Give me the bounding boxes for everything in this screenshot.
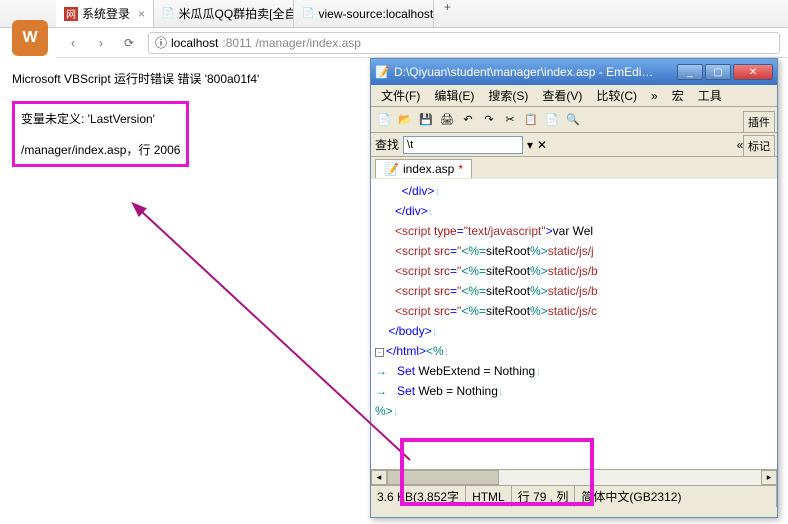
fold-icon[interactable]: - (375, 348, 384, 357)
tab-1[interactable]: 网 系统登录 × (56, 0, 154, 27)
site-info-icon[interactable]: ⓘ (155, 34, 167, 51)
status-encoding: 简体中文(GB2312) (575, 486, 777, 507)
editor-app-icon: 📝 (375, 65, 390, 79)
menu-file[interactable]: 文件(F) (375, 85, 426, 106)
tool-paste-icon[interactable]: 📄 (543, 111, 561, 129)
doc-tab-label: index.asp (403, 162, 454, 176)
error-msg-1: 变量未定义: 'LastVersion' (21, 110, 180, 127)
search-close-icon[interactable]: ✕ (537, 138, 547, 152)
editor-doctabs: 📝 index.asp * (371, 157, 777, 179)
editor-hscrollbar[interactable]: ◂ ▸ (371, 469, 777, 485)
error-highlight-box: 变量未定义: 'LastVersion' /manager/index.asp，… (12, 101, 189, 167)
tab-close-icon[interactable]: × (138, 7, 145, 21)
tab-label: view-source:localhost:801… (318, 7, 434, 21)
status-position: 行 79 , 列 (512, 486, 576, 507)
tool-print-icon[interactable]: 🖨 (438, 111, 456, 129)
address-bar[interactable]: ⓘ localhost :8011/manager/index.asp (148, 32, 780, 54)
editor-searchbar: 查找 ▾ ✕ « » 📌 (371, 133, 777, 157)
editor-toolbar: 📄 📂 💾 🖨 ↶ ↷ ✂ 📋 📄 🔍 » (371, 107, 777, 133)
editor-statusbar: 3.6 KB(3,852字 HTML 行 79 , 列 简体中文(GB2312) (371, 485, 777, 507)
tool-find-icon[interactable]: 🔍 (564, 111, 582, 129)
tool-cut-icon[interactable]: ✂ (501, 111, 519, 129)
search-dropdown-icon[interactable]: ▾ (527, 138, 533, 152)
tab-label: 系统登录 (82, 5, 130, 22)
menu-search[interactable]: 搜索(S) (482, 85, 534, 106)
browser-logo: W (12, 20, 48, 56)
scroll-right-icon[interactable]: ▸ (761, 470, 777, 485)
reload-button[interactable]: ⟳ (120, 34, 138, 52)
close-button[interactable]: ✕ (733, 64, 773, 80)
tab-favicon: 网 (64, 7, 78, 21)
doc-tab-icon: 📝 (384, 162, 399, 176)
tab-3[interactable]: 📄 view-source:localhost:801… × (294, 0, 434, 27)
tab-2[interactable]: 📄 米瓜瓜QQ群拍卖[全自动机… × (154, 0, 294, 27)
status-lang: HTML (466, 486, 512, 507)
search-input[interactable] (403, 136, 523, 154)
menu-view[interactable]: 查看(V) (536, 85, 588, 106)
menu-chevron-icon[interactable]: » (645, 87, 664, 105)
editor-menubar: 文件(F) 编辑(E) 搜索(S) 查看(V) 比较(C) » 宏 工具 (371, 85, 777, 107)
forward-button[interactable]: › (92, 34, 110, 52)
tab-favicon: 📄 (302, 7, 314, 21)
back-button[interactable]: ‹ (64, 34, 82, 52)
tab-label: 米瓜瓜QQ群拍卖[全自动机… (178, 5, 294, 22)
status-size: 3.6 KB(3,852字 (371, 486, 466, 507)
tool-open-icon[interactable]: 📂 (396, 111, 414, 129)
url-host: localhost (171, 36, 218, 50)
menu-macro[interactable]: 宏 (666, 85, 690, 106)
tool-save-icon[interactable]: 💾 (417, 111, 435, 129)
new-tab-button[interactable]: + (434, 0, 461, 27)
menu-compare[interactable]: 比较(C) (590, 85, 643, 106)
tool-new-icon[interactable]: 📄 (375, 111, 393, 129)
editor-sidepanel: 插件 标记 (743, 111, 775, 157)
editor-title-text: D:\Qiyuan\student\manager\index.asp - Em… (394, 65, 673, 79)
scroll-left-icon[interactable]: ◂ (371, 470, 387, 485)
menu-edit[interactable]: 编辑(E) (428, 85, 480, 106)
error-msg-2: /manager/index.asp，行 2006 (21, 141, 180, 158)
doc-tab-modified: * (458, 162, 463, 176)
maximize-button[interactable]: ▢ (705, 64, 731, 80)
doc-tab[interactable]: 📝 index.asp * (375, 159, 472, 178)
menu-tools[interactable]: 工具 (692, 85, 728, 106)
url-path: /manager/index.asp (256, 36, 361, 50)
editor-window: 📝 D:\Qiyuan\student\manager\index.asp - … (370, 58, 778, 518)
editor-code-area[interactable]: </div>↓ </div>↓ <script type="text/javas… (371, 179, 777, 469)
tool-redo-icon[interactable]: ↷ (480, 111, 498, 129)
search-label: 查找 (375, 136, 399, 153)
url-port: :8011 (222, 36, 251, 50)
side-plugins[interactable]: 插件 (743, 111, 775, 133)
browser-tabstrip: 网 系统登录 × 📄 米瓜瓜QQ群拍卖[全自动机… × 📄 view-sourc… (0, 0, 788, 28)
scroll-thumb[interactable] (387, 470, 499, 485)
side-marks[interactable]: 标记 (743, 135, 775, 157)
browser-navbar: ‹ › ⟳ ⓘ localhost :8011/manager/index.asp (56, 28, 788, 58)
minimize-button[interactable]: _ (677, 64, 703, 80)
tab-favicon: 📄 (162, 7, 174, 21)
tool-undo-icon[interactable]: ↶ (459, 111, 477, 129)
tool-copy-icon[interactable]: 📋 (522, 111, 540, 129)
editor-titlebar[interactable]: 📝 D:\Qiyuan\student\manager\index.asp - … (371, 59, 777, 85)
